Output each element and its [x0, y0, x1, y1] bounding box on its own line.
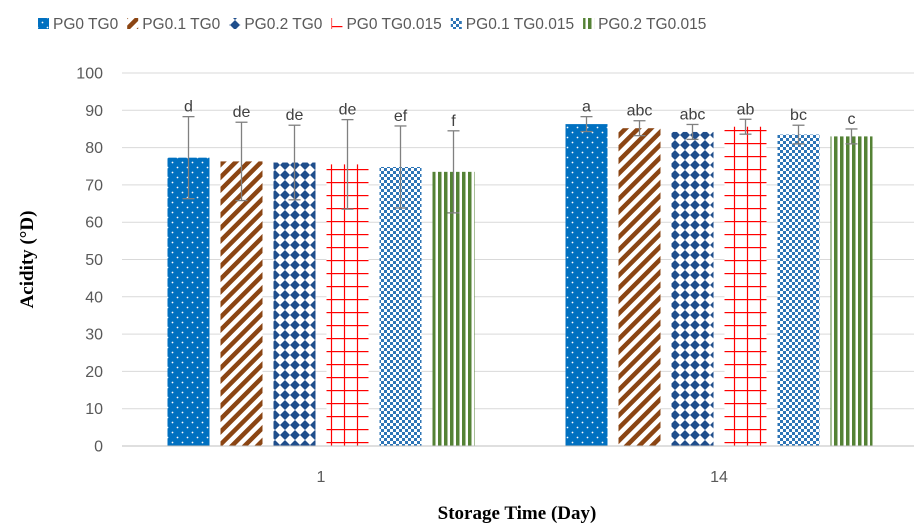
y-tick-label: 90 — [85, 103, 103, 120]
bar — [220, 161, 263, 446]
bar — [671, 131, 714, 446]
bar — [565, 124, 608, 446]
bar — [724, 126, 767, 446]
significance-label: d — [184, 99, 193, 116]
significance-label: f — [451, 113, 456, 130]
significance-label: de — [286, 107, 304, 124]
significance-label: bc — [790, 107, 807, 124]
y-tick-label: 70 — [85, 177, 103, 194]
significance-label: abc — [680, 106, 706, 123]
legend-label: PG0.2 TG0 — [244, 16, 322, 33]
y-tick-label: 30 — [85, 327, 103, 344]
y-axis-title: Acidity (°D) — [17, 211, 38, 309]
significance-label: c — [848, 111, 856, 128]
legend-label: PG0.1 TG0 — [142, 16, 220, 33]
x-tick-label: 1 — [317, 469, 326, 486]
legend-swatch — [38, 18, 49, 29]
legend-label: PG0 TG0.015 — [346, 16, 441, 33]
legend-swatch — [127, 18, 139, 29]
y-tick-label: 20 — [85, 364, 103, 381]
y-tick-label: 60 — [85, 215, 103, 232]
legend-swatch — [583, 18, 595, 29]
x-axis-title: Storage Time (Day) — [438, 503, 597, 524]
significance-label: de — [233, 104, 251, 121]
significance-label: ef — [394, 108, 408, 125]
bar — [379, 166, 422, 446]
y-tick-label: 40 — [85, 289, 103, 306]
bar — [167, 157, 210, 446]
y-tick-label: 80 — [85, 140, 103, 157]
significance-label: a — [582, 99, 591, 116]
y-tick-label: 0 — [94, 439, 103, 456]
significance-label: ab — [737, 101, 755, 118]
legend-swatch — [229, 18, 241, 29]
y-tick-label: 100 — [76, 66, 103, 83]
y-tick-label: 50 — [85, 252, 103, 269]
bar — [777, 134, 820, 447]
bar — [326, 164, 369, 446]
x-tick-label: 14 — [710, 469, 728, 486]
bar — [273, 162, 316, 446]
legend-swatch — [450, 18, 462, 29]
bar — [830, 136, 873, 446]
legend-label: PG0.1 TG0.015 — [466, 16, 574, 33]
y-tick-label: 10 — [85, 401, 103, 418]
legend-label: PG0.2 TG0.015 — [598, 16, 706, 33]
significance-label: de — [339, 102, 357, 119]
significance-label: abc — [627, 103, 653, 120]
bar — [432, 171, 475, 446]
legend-label: PG0 TG0 — [53, 16, 119, 33]
bar — [618, 128, 661, 447]
legend-swatch — [331, 18, 343, 29]
